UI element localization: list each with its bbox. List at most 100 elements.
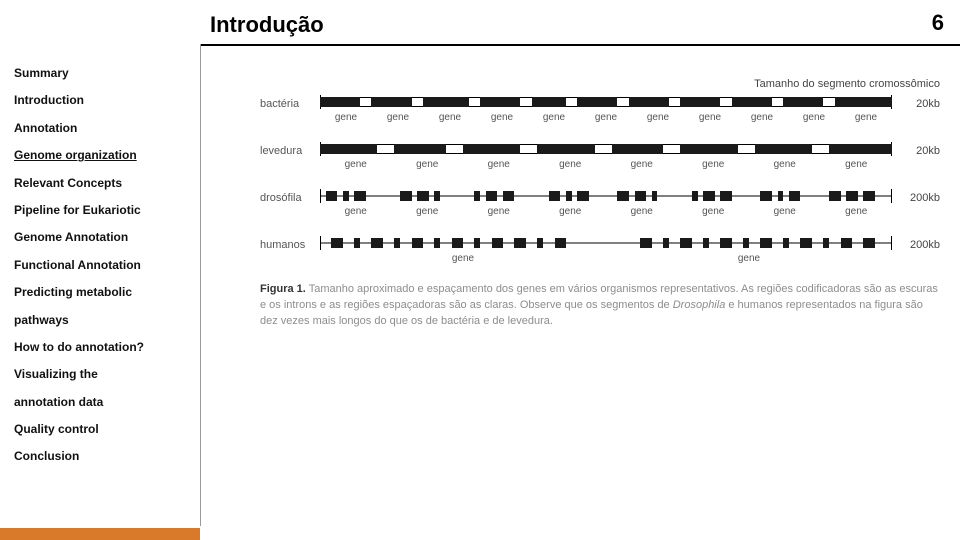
gene-segment bbox=[680, 238, 691, 248]
gene-segment bbox=[354, 191, 365, 201]
caption-italic: Drosophila bbox=[673, 299, 726, 311]
figure-caption: Figura 1. Tamanho aproximado e espaçamen… bbox=[260, 282, 940, 330]
gene-label: gene bbox=[424, 112, 476, 123]
gene-segment bbox=[331, 238, 342, 248]
gene-segment bbox=[692, 191, 698, 201]
chromosome-track bbox=[320, 141, 892, 157]
gene-segment bbox=[863, 238, 874, 248]
gene-label: gene bbox=[606, 159, 678, 170]
gene-segment bbox=[778, 191, 784, 201]
gene-segment bbox=[812, 144, 829, 154]
track-block: genegene bbox=[320, 235, 892, 264]
gene-segment bbox=[520, 144, 537, 154]
gene-label: gene bbox=[535, 206, 607, 217]
gene-segment bbox=[446, 144, 463, 154]
gene-segment bbox=[320, 144, 377, 154]
accent-bar bbox=[0, 528, 200, 540]
gene-label: gene bbox=[476, 112, 528, 123]
sidebar-item[interactable]: Pipeline for Eukariotic bbox=[14, 197, 189, 224]
gene-segment bbox=[720, 97, 731, 107]
sidebar-item[interactable]: pathways bbox=[14, 307, 189, 334]
gene-label: gene bbox=[821, 159, 893, 170]
gene-segment bbox=[720, 238, 731, 248]
organism-label: drosófila bbox=[260, 188, 320, 204]
gene-label: gene bbox=[821, 206, 893, 217]
gene-segment bbox=[789, 191, 800, 201]
sidebar-item[interactable]: Introduction bbox=[14, 87, 189, 114]
gene-segment bbox=[612, 144, 663, 154]
gene-segment bbox=[823, 238, 829, 248]
gene-segment bbox=[360, 97, 371, 107]
track-block: genegenegenegenegenegenegenegene bbox=[320, 141, 892, 170]
track-size-label: 200kb bbox=[892, 188, 940, 204]
gene-segment bbox=[823, 97, 834, 107]
sidebar-item[interactable]: How to do annotation? bbox=[14, 334, 189, 361]
gene-label: gene bbox=[463, 159, 535, 170]
gene-segment bbox=[617, 97, 628, 107]
sidebar-item[interactable]: Functional Annotation bbox=[14, 252, 189, 279]
gene-segment bbox=[652, 191, 658, 201]
gene-segment bbox=[663, 238, 669, 248]
outline-sidebar: SummaryIntroductionAnnotationGenome orga… bbox=[14, 60, 189, 471]
gene-segment bbox=[423, 97, 469, 107]
gene-segment bbox=[537, 144, 594, 154]
gene-segment bbox=[835, 97, 892, 107]
sidebar-item[interactable]: annotation data bbox=[14, 389, 189, 416]
gene-segment bbox=[326, 191, 337, 201]
gene-segment bbox=[846, 191, 857, 201]
gene-segment bbox=[640, 238, 651, 248]
gene-segment bbox=[371, 97, 411, 107]
gene-label: gene bbox=[320, 253, 606, 264]
gene-segment bbox=[577, 97, 617, 107]
sidebar-item[interactable]: Visualizing the bbox=[14, 361, 189, 388]
sidebar-item[interactable]: Genome organization bbox=[14, 142, 189, 169]
gene-segment bbox=[492, 238, 503, 248]
gene-segment bbox=[412, 238, 423, 248]
gene-label: gene bbox=[684, 112, 736, 123]
gene-label: gene bbox=[372, 112, 424, 123]
gene-label: gene bbox=[580, 112, 632, 123]
gene-segment bbox=[566, 191, 572, 201]
sidebar-item[interactable]: Annotation bbox=[14, 115, 189, 142]
gene-label: gene bbox=[606, 253, 892, 264]
gene-label: gene bbox=[320, 159, 392, 170]
slide-page: Introdução 6 SummaryIntroductionAnnotati… bbox=[0, 0, 960, 540]
gene-label: gene bbox=[678, 206, 750, 217]
gene-segment bbox=[555, 238, 566, 248]
chromosome-track bbox=[320, 94, 892, 110]
gene-segment bbox=[532, 97, 566, 107]
track-row: humanosgenegene200kb bbox=[260, 235, 940, 264]
sidebar-item[interactable]: Quality control bbox=[14, 416, 189, 443]
header-rule bbox=[200, 44, 960, 46]
sidebar-item[interactable]: Summary bbox=[14, 60, 189, 87]
gene-segment bbox=[377, 144, 394, 154]
gene-segment bbox=[566, 97, 577, 107]
gene-segment bbox=[680, 97, 720, 107]
gene-segment bbox=[417, 191, 428, 201]
gene-segment bbox=[474, 191, 480, 201]
gene-segment bbox=[400, 191, 411, 201]
gene-label: gene bbox=[320, 112, 372, 123]
gene-segment bbox=[732, 97, 772, 107]
segment-size-header: Tamanho do segmento cromossômico bbox=[260, 78, 940, 90]
gene-segment bbox=[434, 238, 440, 248]
gene-segment bbox=[755, 144, 812, 154]
genome-tracks: bactériagenegenegenegenegenegenegenegene… bbox=[260, 94, 940, 264]
gene-segment bbox=[772, 97, 783, 107]
sidebar-item[interactable]: Conclusion bbox=[14, 443, 189, 470]
chromosome-track bbox=[320, 188, 892, 204]
gene-segment bbox=[800, 238, 811, 248]
gene-segment bbox=[703, 191, 714, 201]
sidebar-item[interactable]: Relevant Concepts bbox=[14, 170, 189, 197]
sidebar-item[interactable]: Predicting metabolic bbox=[14, 279, 189, 306]
organism-label: levedura bbox=[260, 141, 320, 157]
gene-label: gene bbox=[749, 159, 821, 170]
gene-segment bbox=[863, 191, 874, 201]
gene-segment bbox=[617, 191, 628, 201]
gene-label: gene bbox=[788, 112, 840, 123]
gene-segment bbox=[760, 191, 771, 201]
gene-segment bbox=[486, 191, 497, 201]
gene-label: gene bbox=[749, 206, 821, 217]
gene-label: gene bbox=[678, 159, 750, 170]
sidebar-item[interactable]: Genome Annotation bbox=[14, 224, 189, 251]
